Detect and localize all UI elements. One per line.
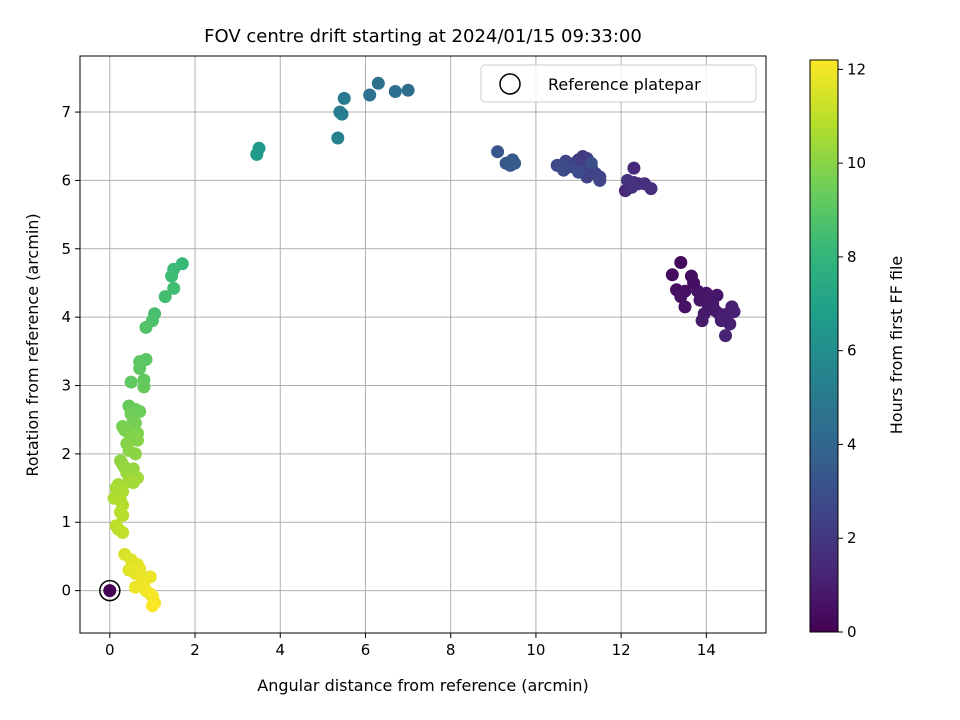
data-point xyxy=(627,161,641,175)
data-point xyxy=(333,105,347,119)
colorbar-tick-label: 0 xyxy=(847,623,857,641)
data-point xyxy=(584,156,598,170)
legend-label-reference-platepar: Reference platepar xyxy=(548,75,701,94)
data-point xyxy=(137,575,151,589)
data-point xyxy=(719,329,732,343)
x-tick-label: 6 xyxy=(361,641,371,659)
data-point xyxy=(331,131,345,145)
data-point xyxy=(250,147,264,161)
data-point xyxy=(337,91,351,105)
data-point xyxy=(139,320,153,334)
x-tick-label: 2 xyxy=(190,641,200,659)
y-tick-label: 1 xyxy=(61,513,71,531)
x-axis-label: Angular distance from reference (arcmin) xyxy=(257,676,588,695)
data-points xyxy=(99,76,741,613)
reference-marker xyxy=(99,579,121,602)
data-point xyxy=(128,416,142,430)
x-tick-label: 8 xyxy=(446,641,456,659)
data-point xyxy=(167,281,181,295)
y-tick-label: 7 xyxy=(61,103,71,121)
y-tick-label: 6 xyxy=(61,171,71,189)
x-tick-label: 14 xyxy=(697,641,716,659)
colorbar-tick-label: 4 xyxy=(847,435,857,453)
grid xyxy=(80,56,766,633)
data-point xyxy=(644,182,658,196)
colorbar-tick-label: 10 xyxy=(847,154,866,172)
data-point xyxy=(165,269,179,283)
data-point xyxy=(695,314,709,328)
y-tick-label: 3 xyxy=(61,377,71,395)
data-point xyxy=(128,447,142,461)
chart-title: FOV centre drift starting at 2024/01/15 … xyxy=(204,26,642,47)
data-point xyxy=(674,290,688,304)
colorbar-gradient xyxy=(809,59,839,633)
data-point xyxy=(491,145,505,159)
data-point xyxy=(674,256,688,269)
data-point xyxy=(572,165,585,179)
y-axis-label: Rotation from reference (arcmin) xyxy=(23,213,42,476)
data-point xyxy=(116,508,130,522)
data-point xyxy=(133,361,147,375)
legend-marker-reference-platepar xyxy=(499,73,521,95)
data-point xyxy=(371,76,385,90)
colorbar-tick-label: 6 xyxy=(847,342,857,360)
data-point xyxy=(126,476,140,490)
colorbar-label: Hours from first FF file xyxy=(887,256,906,435)
data-point xyxy=(714,314,728,328)
data-point xyxy=(145,599,159,613)
x-tick-label: 0 xyxy=(105,641,115,659)
data-point xyxy=(708,303,722,317)
data-point xyxy=(503,158,517,172)
x-tick-label: 12 xyxy=(612,641,631,659)
data-point xyxy=(593,173,607,187)
data-point xyxy=(158,290,172,304)
plot-frame xyxy=(79,55,767,634)
data-point xyxy=(727,305,741,319)
data-point xyxy=(363,88,377,102)
data-point xyxy=(137,380,151,394)
data-point xyxy=(124,375,138,389)
y-tick-label: 5 xyxy=(61,240,71,258)
data-point xyxy=(678,300,692,314)
data-point xyxy=(388,85,402,98)
x-tick-label: 4 xyxy=(275,641,285,659)
data-point xyxy=(401,83,415,97)
y-tick-label: 2 xyxy=(61,445,71,463)
data-point xyxy=(621,173,634,187)
colorbar-tick-label: 8 xyxy=(847,248,857,266)
y-tick-label: 4 xyxy=(61,308,71,326)
data-point xyxy=(116,526,130,539)
colorbar-tick-label: 12 xyxy=(847,60,866,78)
data-point xyxy=(103,584,117,598)
data-point xyxy=(131,433,144,447)
x-tick-label: 10 xyxy=(526,641,545,659)
colorbar-tick-label: 2 xyxy=(847,529,857,547)
data-point xyxy=(665,268,679,282)
colorbar: 0 2 4 6 8 10 12 xyxy=(809,59,866,641)
legend-box xyxy=(480,64,757,103)
y-tick-label: 0 xyxy=(61,582,71,600)
legend: Reference platepar xyxy=(480,64,757,103)
data-point xyxy=(557,163,571,177)
